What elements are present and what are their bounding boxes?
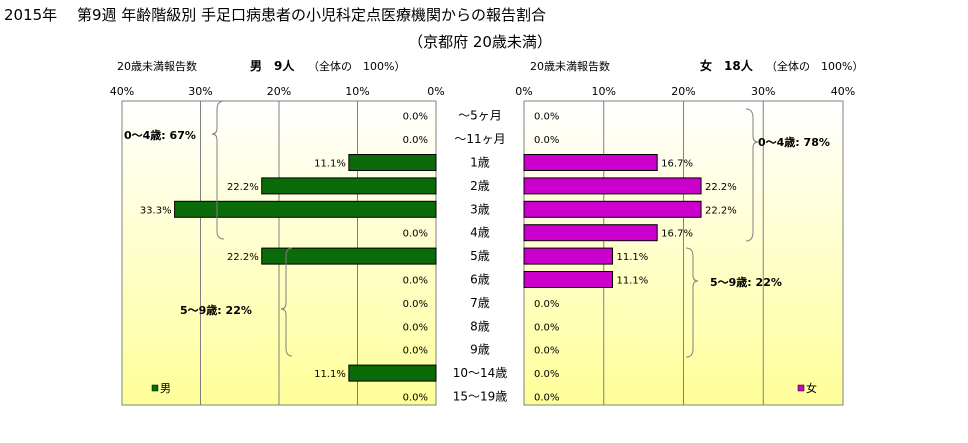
male-data-label: 0.0% — [403, 276, 428, 287]
age-category-label: 15～19歳 — [453, 390, 508, 404]
male-legend-label: 男 — [160, 382, 171, 395]
female-header-label: 20歳未満報告数 — [530, 60, 610, 73]
female-data-label: 0.0% — [534, 135, 559, 146]
age-category-label: 1歳 — [470, 156, 490, 170]
chart-title: 2015年 第9週 年齢階級別 手足口病患者の小児科定点医療機関からの報告割合 — [4, 6, 546, 24]
male-data-label: 11.1% — [314, 369, 346, 380]
age-category-label: 8歳 — [470, 319, 490, 333]
age-category-label: 9歳 — [470, 343, 490, 357]
chart-subtitle: （京都府 20歳未満） — [408, 33, 552, 51]
female-data-label: 22.2% — [705, 205, 737, 216]
male-axis-tick-label: 0% — [427, 85, 444, 98]
age-category-label: 2歳 — [470, 179, 490, 193]
female-bar — [523, 154, 658, 171]
male-data-label: 0.0% — [403, 346, 428, 357]
age-category-label: 4歳 — [470, 226, 490, 240]
age-category-label: ～11ヶ月 — [454, 132, 505, 146]
female-legend-label: 女 — [806, 381, 817, 395]
female-bar — [523, 200, 702, 218]
female-data-label: 0.0% — [534, 393, 559, 404]
male-data-label: 22.2% — [227, 182, 259, 193]
male-bar — [174, 200, 437, 218]
female-data-label: 11.1% — [617, 252, 649, 263]
female-axis-tick-label: 0% — [515, 85, 532, 98]
male-bars — [174, 154, 437, 382]
male-axis-tick-label: 40% — [110, 85, 134, 98]
male-data-label: 22.2% — [227, 252, 259, 263]
male-axis-tick-label: 10% — [345, 85, 369, 98]
female-axis-tick-label: 20% — [671, 85, 695, 98]
female-header-total: 女 18人 — [700, 58, 754, 73]
female-bracket-0-4 — [745, 108, 759, 242]
female-axis-ticks: 0% 10% 20% 30% 40% — [515, 85, 855, 98]
female-data-label: 0.0% — [534, 322, 559, 333]
male-axis-tick-label: 20% — [267, 85, 291, 98]
male-data-labels: 0.0% 0.0% 11.1% 22.2% 33.3% 0.0% 22.2% 0.0% 0.0%… — [140, 112, 428, 404]
female-data-label: 11.1% — [617, 276, 649, 287]
age-category-label: 3歳 — [470, 202, 490, 216]
female-header-note: （全体の 100%） — [766, 59, 863, 73]
female-axis-tick-label: 30% — [751, 85, 775, 98]
female-data-label: 0.0% — [534, 299, 559, 310]
age-category-label: 10～14歳 — [453, 366, 508, 380]
age-category-labels: ～5ヶ月 ～11ヶ月 1歳 2歳 3歳 4歳 5歳 6歳 7歳 8歳 9歳 10～14歳 15～19歳 — [453, 109, 508, 404]
male-bar — [261, 177, 437, 195]
male-bar — [348, 154, 437, 171]
female-data-label: 0.0% — [534, 369, 559, 380]
female-bar — [523, 177, 702, 195]
male-axis-tick-label: 30% — [188, 85, 212, 98]
female-bracket-5-9-label: 5～9歳: 22% — [710, 275, 782, 289]
female-bracket-0-4-label: 0～4歳: 78% — [758, 135, 830, 149]
female-data-label: 0.0% — [534, 112, 559, 123]
female-data-label: 0.0% — [534, 346, 559, 357]
male-data-label: 0.0% — [403, 112, 428, 123]
male-bracket-0-4 — [211, 100, 225, 240]
male-data-label: 0.0% — [403, 135, 428, 146]
male-data-label: 11.1% — [314, 159, 346, 170]
male-data-label: 33.3% — [140, 205, 172, 216]
male-header-label: 20歳未満報告数 — [117, 60, 197, 73]
female-data-labels: 0.0% 0.0% 16.7% 22.2% 22.2% 16.7% 11.1% 11.1% 0.… — [534, 112, 737, 404]
female-axis-tick-label: 10% — [592, 85, 616, 98]
age-category-label: 5歳 — [470, 249, 490, 263]
male-bar — [348, 364, 437, 382]
age-category-label: ～5ヶ月 — [458, 109, 502, 123]
female-bar — [523, 247, 614, 265]
male-data-label: 0.0% — [403, 229, 428, 240]
female-legend-swatch — [797, 384, 805, 392]
male-header-total: 男 9人 — [250, 58, 295, 73]
female-axis-tick-label: 40% — [831, 85, 855, 98]
male-axis-ticks: 40% 30% 20% 10% 0% — [110, 85, 445, 98]
male-data-label: 0.0% — [403, 393, 428, 404]
female-data-label: 22.2% — [705, 182, 737, 193]
female-bar — [523, 271, 614, 288]
male-header-note: （全体の 100%） — [308, 59, 405, 73]
male-data-label: 0.0% — [403, 322, 428, 333]
female-data-label: 16.7% — [661, 159, 693, 170]
male-legend-swatch — [151, 384, 159, 392]
female-bracket-5-9 — [685, 247, 699, 358]
male-bracket-0-4-label: 0～4歳: 67% — [124, 128, 196, 142]
female-bars — [523, 154, 702, 288]
male-bar — [261, 247, 437, 265]
age-category-label: 6歳 — [470, 273, 490, 287]
female-bar — [523, 224, 658, 242]
female-data-label: 16.7% — [661, 229, 693, 240]
male-data-label: 0.0% — [403, 299, 428, 310]
age-category-label: 7歳 — [470, 296, 490, 310]
male-bracket-5-9 — [280, 247, 293, 357]
male-bracket-5-9-label: 5～9歳: 22% — [180, 303, 252, 317]
